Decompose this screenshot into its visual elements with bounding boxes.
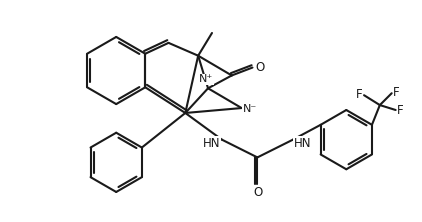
Text: HN: HN bbox=[203, 137, 221, 150]
Text: F: F bbox=[393, 86, 400, 99]
Text: O: O bbox=[254, 186, 263, 199]
Text: HN: HN bbox=[294, 137, 311, 150]
Text: N⁺: N⁺ bbox=[199, 74, 213, 84]
Text: N⁻: N⁻ bbox=[242, 104, 257, 114]
Text: F: F bbox=[356, 88, 362, 101]
Text: O: O bbox=[256, 61, 265, 74]
Text: F: F bbox=[397, 103, 404, 117]
